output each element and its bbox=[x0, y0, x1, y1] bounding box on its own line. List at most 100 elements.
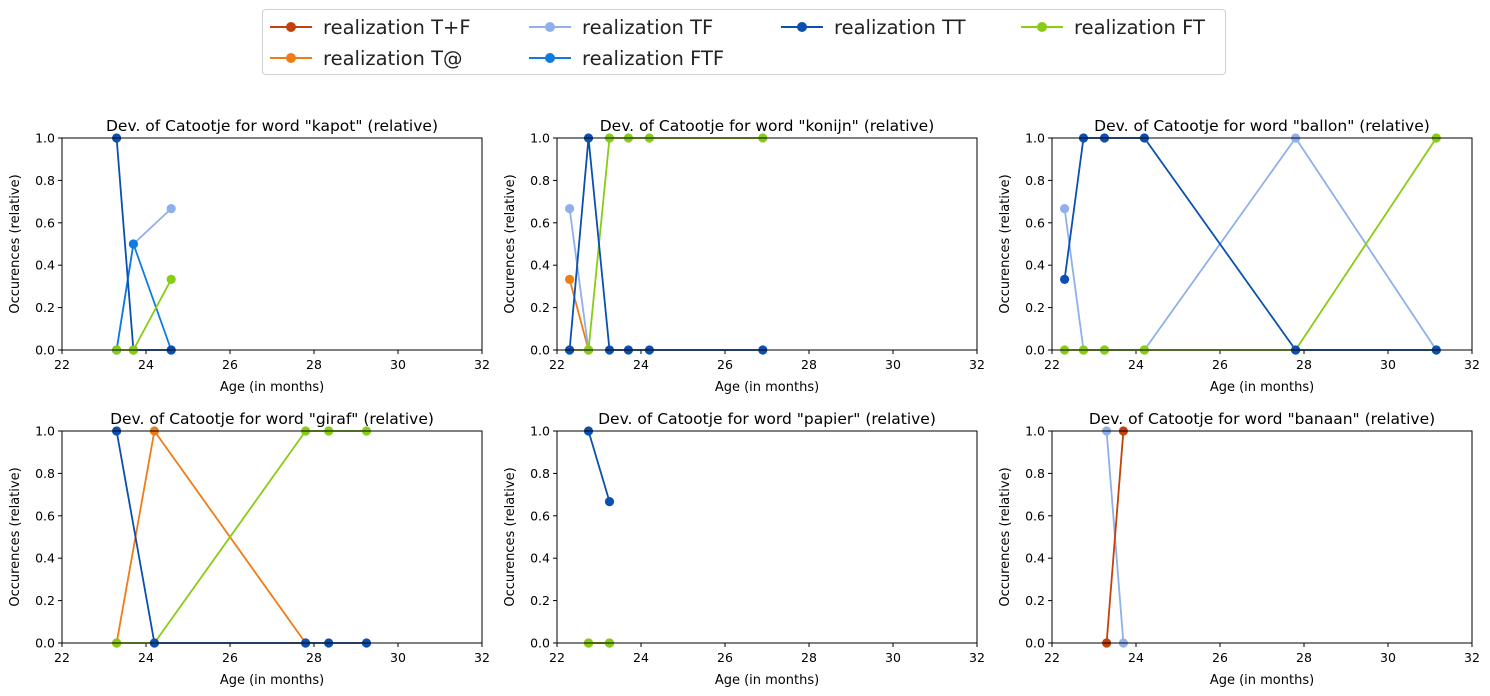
y-tick-label: 0.8 bbox=[35, 466, 55, 481]
y-tick-label: 0.4 bbox=[35, 258, 55, 273]
y-tick-label: 0.2 bbox=[1025, 300, 1045, 315]
plot-frame bbox=[1051, 137, 1473, 351]
y-tick-label: 0.8 bbox=[530, 466, 550, 481]
series-ftf bbox=[112, 239, 176, 355]
x-tick-label: 30 bbox=[390, 650, 406, 665]
y-tick-label: 0.0 bbox=[530, 343, 550, 358]
series-line-ft bbox=[116, 278, 172, 351]
legend-swatch-tf bbox=[529, 22, 571, 32]
x-axis-label: Age (in months) bbox=[220, 673, 324, 688]
y-tick-label: 0.8 bbox=[35, 173, 55, 188]
y-axis-label: Occurences (relative) bbox=[8, 174, 23, 313]
plot-area bbox=[1060, 133, 1441, 355]
legend-label-tf: realization TF bbox=[582, 15, 714, 39]
x-tick-label: 32 bbox=[1464, 650, 1480, 665]
legend-label-tt: realization TT bbox=[834, 15, 966, 39]
series-line-tt bbox=[115, 430, 367, 644]
plot-area bbox=[565, 133, 768, 355]
chart-panel-1: Dev. of Catootje for word "kapot" (relat… bbox=[8, 117, 490, 395]
series-line-ftf bbox=[115, 243, 173, 351]
data-point-ft bbox=[166, 274, 176, 285]
x-tick-label: 32 bbox=[474, 650, 490, 665]
legend-label-ftf: realization FTF bbox=[582, 46, 725, 70]
series-tt bbox=[583, 426, 615, 507]
legend-swatch-t-plus-f bbox=[270, 22, 312, 32]
y-tick-label: 0.0 bbox=[530, 636, 550, 651]
chart-title: Dev. of Catootje for word "kapot" (relat… bbox=[106, 117, 438, 135]
x-tick-label: 28 bbox=[306, 650, 322, 665]
y-tick-label: 0.6 bbox=[35, 508, 55, 523]
y-axis-label: Occurences (relative) bbox=[503, 467, 518, 606]
y-tick-label: 0.8 bbox=[1025, 173, 1045, 188]
data-point-tf bbox=[166, 203, 176, 214]
x-tick-label: 26 bbox=[222, 357, 238, 372]
y-axis-label: Occurences (relative) bbox=[503, 174, 518, 313]
y-tick-label: 0.2 bbox=[530, 593, 550, 608]
x-tick-label: 26 bbox=[1212, 357, 1228, 372]
legend: realization T+F realization T@ realizati… bbox=[262, 9, 1226, 75]
plot-frame bbox=[1051, 430, 1473, 644]
legend-swatch-ftf bbox=[529, 53, 571, 63]
y-tick-label: 0.2 bbox=[35, 593, 55, 608]
x-tick-label: 24 bbox=[633, 357, 649, 372]
series-line-t-at bbox=[568, 279, 590, 351]
y-tick-label: 0.8 bbox=[530, 173, 550, 188]
x-tick-label: 22 bbox=[549, 650, 565, 665]
chart-panel-5: Dev. of Catootje for word "papier" (rela… bbox=[503, 410, 985, 688]
y-axis-label: Occurences (relative) bbox=[998, 467, 1013, 606]
data-point-t-at bbox=[565, 274, 575, 285]
chart-title: Dev. of Catootje for word "konijn" (rela… bbox=[600, 117, 935, 135]
data-point-tf bbox=[1060, 203, 1070, 214]
series-line-t-at bbox=[115, 430, 307, 644]
y-tick-label: 1.0 bbox=[530, 424, 550, 439]
plot-frame bbox=[61, 430, 483, 644]
series-line-tt bbox=[1063, 137, 1437, 351]
x-tick-label: 30 bbox=[885, 650, 901, 665]
y-tick-label: 0.6 bbox=[1025, 215, 1045, 230]
x-tick-label: 28 bbox=[801, 650, 817, 665]
legend-item-ft: realization FT bbox=[1020, 13, 1205, 41]
y-tick-label: 0.0 bbox=[1025, 636, 1045, 651]
y-tick-label: 1.0 bbox=[35, 131, 55, 146]
series-line-tt bbox=[568, 137, 763, 351]
series-line-t-plus-f bbox=[1105, 430, 1125, 644]
chart-panel-2: Dev. of Catootje for word "konijn" (rela… bbox=[503, 117, 985, 395]
legend-swatch-ft bbox=[1021, 22, 1063, 32]
y-tick-label: 0.6 bbox=[35, 215, 55, 230]
y-tick-label: 1.0 bbox=[530, 131, 550, 146]
y-tick-label: 0.4 bbox=[1025, 258, 1045, 273]
y-tick-label: 1.0 bbox=[1025, 424, 1045, 439]
x-tick-label: 28 bbox=[1296, 650, 1312, 665]
x-tick-label: 28 bbox=[306, 357, 322, 372]
series-ft bbox=[112, 426, 372, 648]
series-line-tf bbox=[568, 208, 590, 351]
series-t-at bbox=[112, 426, 311, 648]
x-tick-label: 24 bbox=[1128, 650, 1144, 665]
y-tick-label: 0.0 bbox=[35, 343, 55, 358]
x-tick-label: 26 bbox=[717, 650, 733, 665]
chart-title: Dev. of Catootje for word "papier" (rela… bbox=[598, 410, 936, 428]
chart-panel-6: Dev. of Catootje for word "banaan" (rela… bbox=[998, 410, 1480, 688]
x-tick-label: 26 bbox=[1212, 650, 1228, 665]
y-tick-label: 0.6 bbox=[530, 215, 550, 230]
x-tick-label: 24 bbox=[633, 650, 649, 665]
y-axis-label: Occurences (relative) bbox=[998, 174, 1013, 313]
x-tick-label: 32 bbox=[1464, 357, 1480, 372]
x-tick-label: 32 bbox=[969, 357, 985, 372]
y-tick-label: 0.4 bbox=[35, 551, 55, 566]
y-tick-label: 0.8 bbox=[1025, 466, 1045, 481]
series-tt bbox=[565, 133, 768, 355]
plot-frame bbox=[556, 430, 978, 644]
chart-title: Dev. of Catootje for word "ballon" (rela… bbox=[1094, 117, 1430, 135]
plot-area bbox=[583, 426, 615, 648]
legend-label-t-plus-f: realization T+F bbox=[323, 15, 471, 39]
chart-title: Dev. of Catootje for word "giraf" (relat… bbox=[110, 410, 434, 428]
y-tick-label: 1.0 bbox=[1025, 131, 1045, 146]
x-tick-label: 22 bbox=[1044, 357, 1060, 372]
series-ft bbox=[565, 133, 768, 355]
series-tt bbox=[112, 426, 372, 648]
y-tick-label: 0.0 bbox=[1025, 343, 1045, 358]
x-axis-label: Age (in months) bbox=[220, 380, 324, 395]
x-tick-label: 22 bbox=[54, 650, 70, 665]
